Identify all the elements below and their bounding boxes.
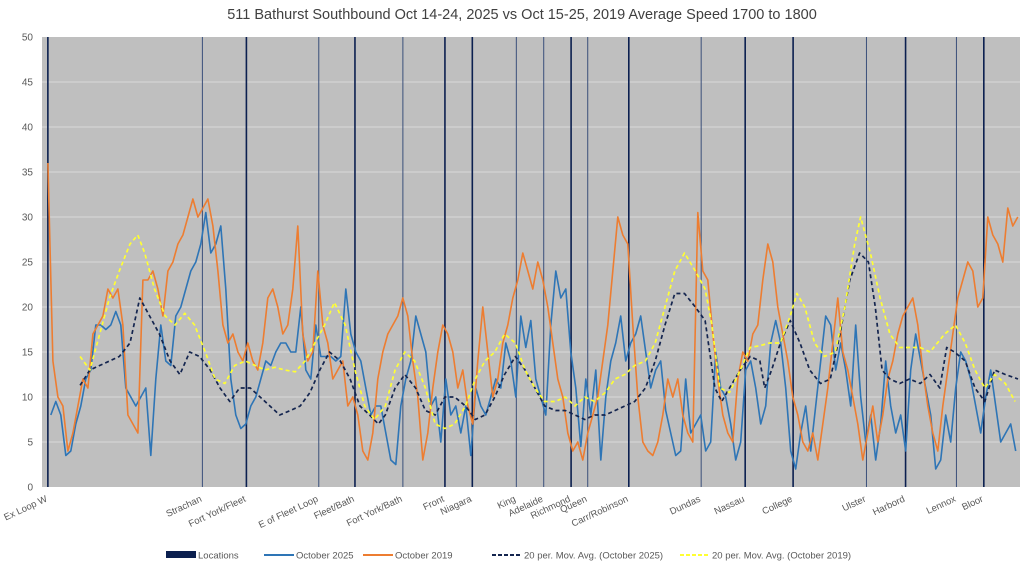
y-tick-label: 10	[22, 393, 34, 404]
legend-label: October 2019	[395, 551, 453, 562]
y-tick-label: 40	[22, 123, 34, 134]
y-tick-label: 0	[27, 483, 33, 494]
y-tick-label: 45	[22, 78, 34, 89]
series-ma-2025-line	[79, 252, 1019, 425]
legend-key-locations	[166, 551, 196, 558]
y-axis-ticks: 0 5 10 15 20 25 30 35 40 45 50	[22, 33, 34, 494]
y-tick-label: 25	[22, 258, 34, 269]
legend-label: 20 per. Mov. Avg. (October 2019)	[712, 551, 851, 562]
y-tick-label: 35	[22, 168, 34, 179]
y-tick-label: 15	[22, 348, 34, 359]
series-ma-2019-line	[79, 216, 1016, 430]
series-october-2019-line	[47, 162, 1019, 461]
y-tick-label: 5	[27, 438, 33, 449]
legend-label: Locations	[198, 551, 239, 562]
y-tick-label: 20	[22, 303, 34, 314]
legend-label: 20 per. Mov. Avg. (October 2025)	[524, 551, 663, 562]
legend-label: October 2025	[296, 551, 354, 562]
location-lines	[47, 37, 985, 487]
series-october-2025-line	[50, 211, 1017, 470]
chart-title: 511 Bathurst Southbound Oct 14-24, 2025 …	[227, 7, 817, 23]
series-group	[47, 162, 1019, 470]
y-tick-label: 50	[22, 33, 34, 44]
y-tick-label: 30	[22, 213, 34, 224]
legend: Locations October 2025 October 2019 20 per.…	[166, 551, 851, 562]
